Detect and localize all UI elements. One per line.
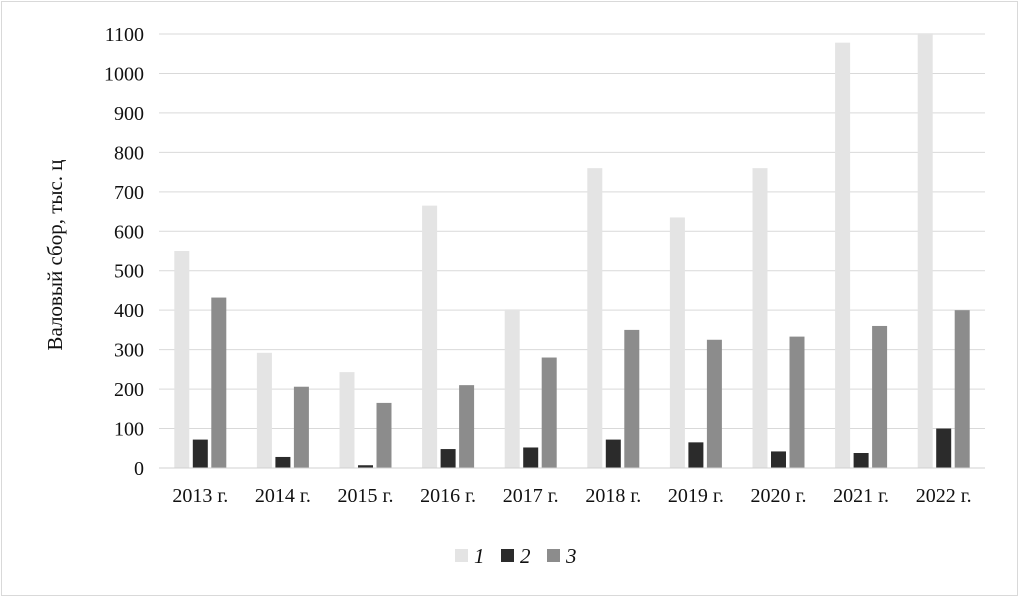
x-tick-label: 2022 г.: [916, 485, 972, 507]
legend-label-3: 3: [565, 544, 577, 568]
bar-series-3: [211, 297, 227, 468]
bar-series-3: [789, 336, 805, 468]
bar-series-3: [624, 329, 640, 468]
bars: [174, 33, 970, 469]
y-tick-label: 400: [114, 300, 144, 322]
bar-series-1: [587, 168, 603, 469]
bar-series-3: [706, 339, 722, 468]
y-tick-label: 700: [114, 182, 144, 204]
bar-series-1: [339, 372, 355, 468]
bar-series-2: [771, 451, 786, 468]
bar-series-2: [605, 439, 621, 468]
bar-series-2: [275, 456, 291, 468]
bar-series-1: [669, 217, 685, 468]
legend-swatch-1: [455, 549, 468, 562]
bar-series-1: [422, 205, 438, 469]
bar-series-2: [192, 439, 208, 468]
legend: 1 2 3: [455, 544, 577, 568]
y-tick-label: 100: [114, 419, 144, 441]
bar-series-1: [174, 251, 190, 468]
x-tick-label: 2020 г.: [751, 485, 807, 507]
x-tick-label: 2014 г.: [255, 485, 311, 507]
bar-series-3: [459, 385, 475, 468]
bar-series-1: [256, 352, 272, 468]
y-tick-label: 1100: [105, 24, 144, 46]
legend-swatch-2: [501, 549, 514, 562]
bar-series-2: [853, 453, 869, 468]
bar-series-1: [917, 33, 933, 468]
x-tick-label: 2017 г.: [503, 485, 559, 507]
y-tick-label: 300: [114, 340, 144, 362]
bar-series-3: [872, 325, 888, 468]
legend-label-2: 2: [520, 544, 531, 568]
legend-swatch-3: [547, 549, 560, 562]
bar-series-1: [835, 42, 851, 469]
y-tick-label: 800: [114, 142, 144, 164]
x-axis-ticks: 2013 г. 2014 г. 2015 г. 2016 г. 2017 г. 2018 …: [172, 485, 971, 507]
bar-series-2: [440, 449, 456, 468]
x-tick-label: 2016 г.: [420, 485, 476, 507]
x-tick-label: 2021 г.: [833, 485, 889, 507]
y-tick-label: 1000: [104, 63, 144, 85]
x-tick-label: 2019 г.: [668, 485, 724, 507]
bar-series-1: [752, 168, 768, 469]
x-tick-label: 2015 г.: [338, 485, 394, 507]
y-axis-ticks: 0 100 200 300 400 500 600 700 800 900 1000 1100: [104, 24, 144, 480]
legend-label-1: 1: [474, 544, 485, 568]
bar-series-2: [688, 442, 704, 468]
y-tick-label: 500: [114, 261, 144, 283]
y-axis-label: Валовый сбор, тыс. ц: [43, 159, 67, 350]
bar-series-2: [936, 428, 952, 468]
bar-series-3: [541, 357, 557, 468]
bar-series-1: [504, 309, 520, 468]
y-tick-label: 900: [114, 103, 144, 125]
bar-series-3: [376, 402, 392, 468]
bar-series-2: [358, 465, 373, 468]
x-tick-label: 2013 г.: [172, 485, 228, 507]
bar-series-3: [954, 310, 970, 468]
bar-series-3: [293, 386, 309, 468]
gridlines: [159, 33, 985, 430]
y-tick-label: 200: [114, 379, 144, 401]
x-tick-label: 2018 г.: [585, 485, 641, 507]
y-tick-label: 600: [114, 221, 144, 243]
y-tick-label: 0: [134, 458, 144, 480]
bar-series-2: [523, 447, 539, 468]
